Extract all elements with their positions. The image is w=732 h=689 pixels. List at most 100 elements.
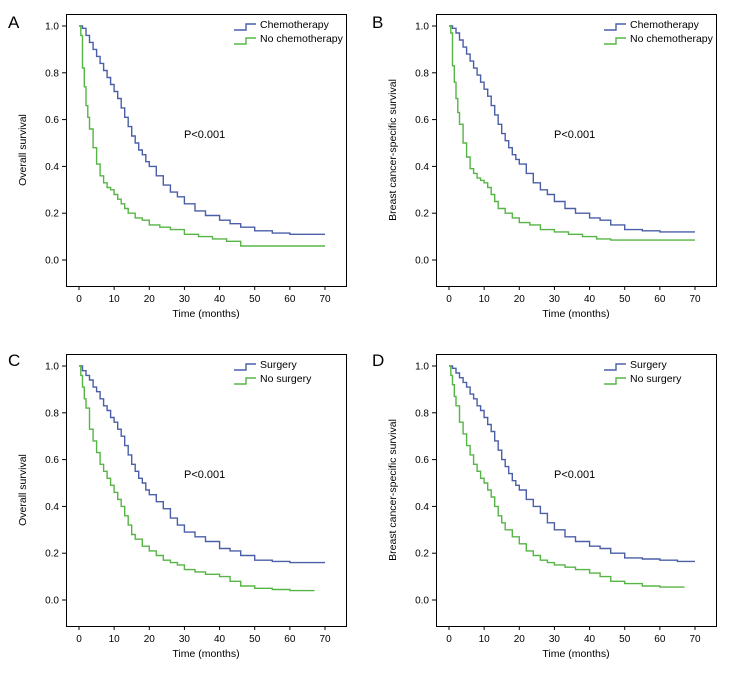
legend-label: Chemotherapy: [630, 19, 700, 31]
legend-label: No chemotherapy: [630, 33, 714, 45]
legend-entry-untreated: No chemotherapy: [234, 33, 344, 45]
panel-c: C 0.0 0.2 0.4 0.6 0.8 1.0 0 10 20 30 40 50 60 70 Time (…: [8, 351, 347, 660]
x-tick-label: 50: [619, 634, 631, 645]
legend-swatch: [234, 23, 256, 31]
x-tick-label: 20: [514, 634, 526, 645]
x-tick-label: 30: [549, 294, 561, 305]
y-tick-label: 0.8: [45, 408, 59, 419]
x-tick-label: 70: [689, 294, 701, 305]
legend-swatch: [604, 37, 626, 45]
y-axis-label: Breast cancer-specific survival: [387, 79, 399, 221]
x-tick-label: 40: [584, 634, 596, 645]
y-tick-label: 0.4: [415, 502, 429, 513]
y-tick-label: 0.6: [45, 455, 59, 466]
y-tick-label: 0.0: [45, 256, 59, 267]
plot-frame: [66, 354, 347, 627]
x-axis-label: Time (months): [172, 308, 239, 320]
x-tick-label: 60: [654, 634, 666, 645]
x-tick-label: 0: [76, 294, 82, 305]
survival-curve-treated: [449, 25, 695, 233]
x-tick-label: 70: [689, 634, 701, 645]
x-tick-label: 70: [319, 294, 331, 305]
y-tick-label: 0.6: [45, 115, 59, 126]
x-tick-label: 0: [446, 634, 452, 645]
survival-curve-untreated: [79, 365, 315, 592]
legend-entry-treated: Chemotherapy: [604, 19, 700, 31]
p-value-annotation: P<0.001: [554, 129, 595, 141]
y-tick-label: 0.4: [45, 162, 59, 173]
survival-curve-untreated: [79, 25, 325, 247]
panel-letter: D: [372, 351, 384, 370]
x-tick-label: 10: [109, 294, 121, 305]
panel-d: D 0.0 0.2 0.4 0.6 0.8 1.0 0 10 20 30 40 50 60 70 Time (…: [372, 351, 717, 660]
x-tick-label: 20: [144, 634, 156, 645]
legend-entry-untreated: No surgery: [234, 373, 312, 385]
y-tick-label: 0.8: [415, 68, 429, 79]
panel-letter: A: [8, 13, 20, 32]
survival-curve-treated: [79, 365, 325, 564]
y-tick-label: 0.2: [415, 549, 429, 560]
x-tick-label: 10: [109, 634, 121, 645]
legend-entry-untreated: No surgery: [604, 373, 682, 385]
x-tick-label: 10: [479, 634, 491, 645]
x-tick-label: 30: [549, 634, 561, 645]
legend-swatch: [604, 23, 626, 31]
y-tick-label: 0.6: [415, 455, 429, 466]
y-tick-label: 0.6: [415, 115, 429, 126]
x-tick-label: 60: [284, 294, 296, 305]
y-tick-label: 0.4: [415, 162, 429, 173]
legend-label: Chemotherapy: [260, 19, 330, 31]
y-tick-label: 1.0: [415, 22, 429, 33]
x-tick-label: 0: [446, 294, 452, 305]
panel-a: A 0.0 0.2 0.4 0.6 0.8 1.0 0 10 20 30 40 50 60 70 Time (…: [8, 13, 347, 320]
legend-swatch: [234, 37, 256, 45]
x-tick-label: 50: [249, 634, 261, 645]
survival-curve-treated: [79, 25, 325, 235]
legend-label: Surgery: [630, 359, 668, 371]
p-value-annotation: P<0.001: [184, 469, 225, 481]
legend-swatch: [234, 363, 256, 371]
y-tick-label: 0.2: [45, 209, 59, 220]
y-axis-label: Overall survival: [17, 454, 29, 526]
panel-b: B 0.0 0.2 0.4 0.6 0.8 1.0 0 10 20 30 40 50 60 70 Time (…: [372, 13, 717, 320]
x-tick-label: 0: [76, 634, 82, 645]
x-tick-label: 50: [249, 294, 261, 305]
legend-swatch: [234, 377, 256, 385]
x-tick-label: 10: [479, 294, 491, 305]
x-tick-label: 50: [619, 294, 631, 305]
x-tick-label: 40: [584, 294, 596, 305]
legend-entry-untreated: No chemotherapy: [604, 33, 714, 45]
y-tick-label: 0.0: [415, 256, 429, 267]
x-tick-label: 40: [214, 634, 226, 645]
survival-curve-untreated: [449, 25, 695, 241]
x-axis-label: Time (months): [542, 648, 609, 660]
legend-label: Surgery: [260, 359, 298, 371]
y-tick-label: 0.2: [45, 549, 59, 560]
legend-label: No surgery: [260, 373, 312, 385]
y-tick-label: 0.0: [45, 596, 59, 607]
y-tick-label: 1.0: [415, 362, 429, 373]
legend-swatch: [604, 363, 626, 371]
y-tick-label: 0.4: [45, 502, 59, 513]
x-tick-label: 70: [319, 634, 331, 645]
x-tick-label: 30: [179, 294, 191, 305]
x-tick-label: 20: [514, 294, 526, 305]
y-tick-label: 0.8: [415, 408, 429, 419]
x-tick-label: 20: [144, 294, 156, 305]
x-tick-label: 40: [214, 294, 226, 305]
plot-frame: [66, 14, 347, 287]
survival-curve-treated: [449, 365, 695, 563]
legend-swatch: [604, 377, 626, 385]
y-tick-label: 1.0: [45, 22, 59, 33]
legend-entry-treated: Chemotherapy: [234, 19, 330, 31]
panel-letter: C: [8, 351, 20, 370]
legend-label: No chemotherapy: [260, 33, 344, 45]
x-tick-label: 60: [284, 634, 296, 645]
p-value-annotation: P<0.001: [184, 129, 225, 141]
y-tick-label: 0.2: [415, 209, 429, 220]
p-value-annotation: P<0.001: [554, 469, 595, 481]
survival-curve-untreated: [449, 365, 685, 588]
x-axis-label: Time (months): [542, 308, 609, 320]
